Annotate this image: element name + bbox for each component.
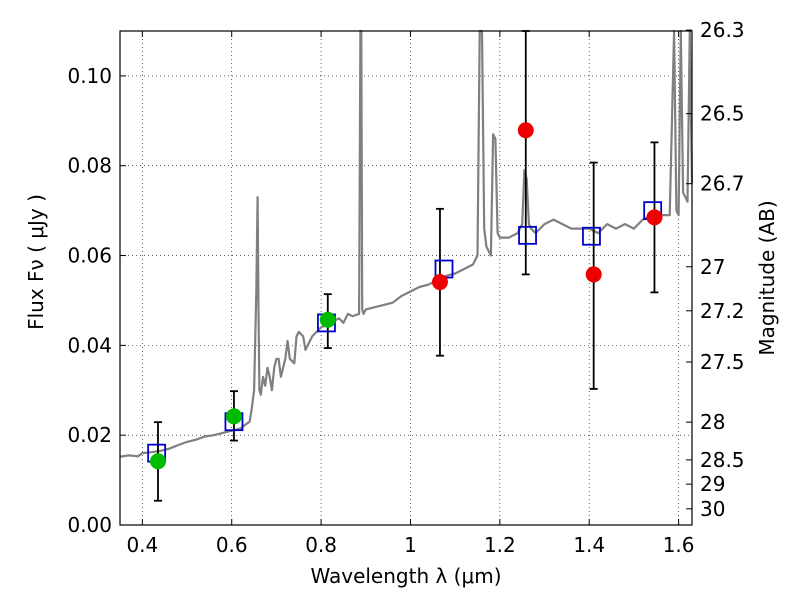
x-tick-label: 1.2 <box>484 533 516 557</box>
photometry-point <box>646 209 663 226</box>
magnitude-tick-label: 27.2 <box>700 299 745 323</box>
x-tick-label: 0.6 <box>216 533 248 557</box>
magnitude-tick-label: 27.5 <box>700 350 745 374</box>
magnitude-tick-label: 27 <box>700 255 725 279</box>
x-tick-label: 1.6 <box>663 533 695 557</box>
photometry-point <box>517 122 534 139</box>
x-axis-title: Wavelength λ (μm) <box>310 564 501 588</box>
magnitude-tick-label: 26.3 <box>700 18 745 42</box>
x-tick-label: 0.8 <box>305 533 337 557</box>
photometry-point <box>319 311 336 328</box>
y-tick-label: 0.08 <box>67 154 112 178</box>
grid-layer <box>120 31 692 526</box>
y-tick-label: 0.02 <box>67 423 112 447</box>
right-axis-title: Magnitude (AB) <box>755 200 779 355</box>
x-tick-label: 1.4 <box>573 533 605 557</box>
magnitude-tick-label: 28.5 <box>700 448 745 472</box>
y-tick-label: 0.10 <box>67 64 112 88</box>
y-tick-label: 0.04 <box>67 333 112 357</box>
photometry-point <box>431 274 448 291</box>
x-tick-label: 1 <box>404 533 417 557</box>
magnitude-tick-label: 30 <box>700 497 725 521</box>
magnitude-tick-label: 29 <box>700 472 725 496</box>
plot-frame <box>119 30 693 526</box>
magnitude-tick-label: 28 <box>700 410 725 434</box>
y-tick-label: 0.06 <box>67 244 112 268</box>
x-tick-label: 0.4 <box>126 533 158 557</box>
photometry-point <box>149 453 166 470</box>
photometry-point <box>585 266 602 283</box>
spectrum-line <box>119 29 694 458</box>
magnitude-tick-label: 26.5 <box>700 102 745 126</box>
tick-layer: 0.4 0.6 0.8 1 1.2 1.4 1.6 0.00 0.02 0.04 0.06 0.08 0… <box>67 18 744 557</box>
photometry-point <box>225 408 242 425</box>
data-layer <box>119 29 694 502</box>
model-square-marker <box>518 225 537 245</box>
model-square-marker <box>582 226 601 246</box>
y-axis-title: Flux Fν ( μJy ) <box>24 194 48 330</box>
y-tick-label: 0.00 <box>67 513 112 537</box>
magnitude-tick-label: 26.7 <box>700 172 745 196</box>
